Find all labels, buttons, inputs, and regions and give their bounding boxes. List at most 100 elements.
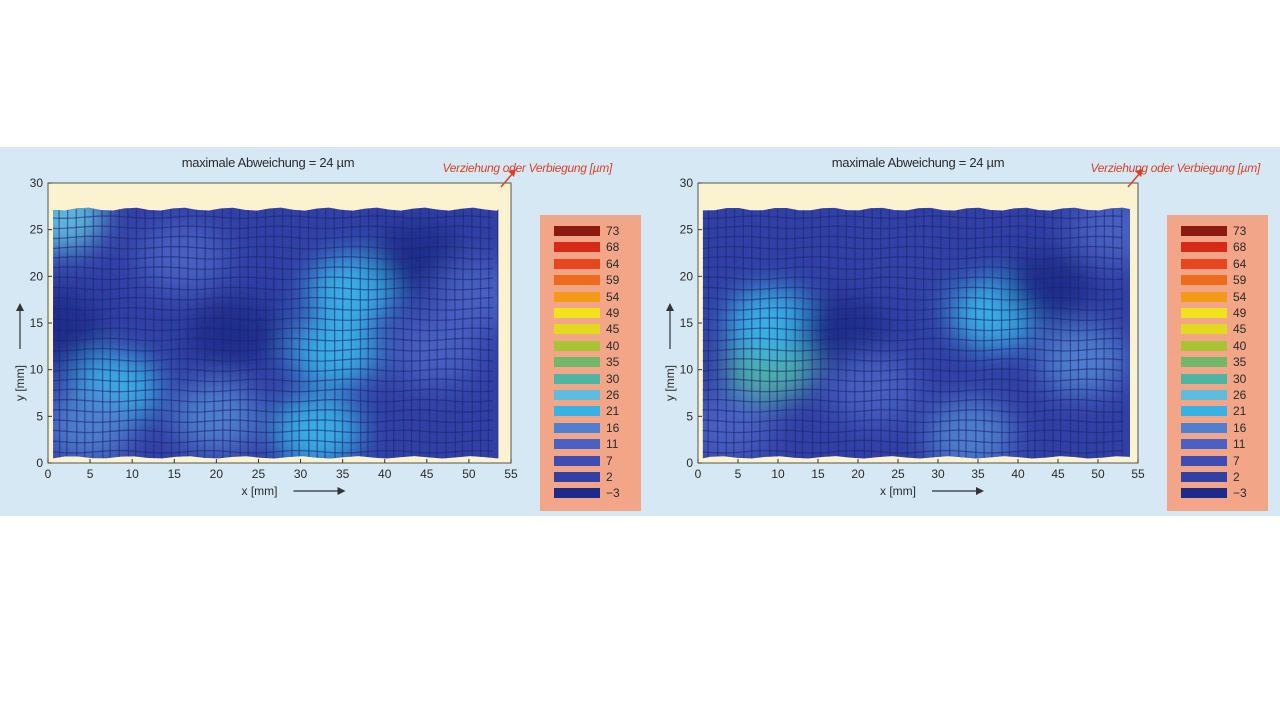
label-pointer xyxy=(1127,172,1141,188)
legend-label: 49 xyxy=(1233,306,1247,320)
legend-label: 11 xyxy=(606,437,619,452)
legend-swatch xyxy=(1181,308,1227,318)
legend-swatch xyxy=(554,406,600,417)
legend-swatch xyxy=(1181,472,1227,482)
surface-region xyxy=(53,291,101,364)
legend-item: 54 xyxy=(1167,289,1268,306)
legend-item: −3 xyxy=(540,485,641,502)
legend-label: 73 xyxy=(606,224,620,238)
surface-mesh xyxy=(53,209,499,459)
legend-item: 68 xyxy=(1167,239,1268,256)
surface-region xyxy=(1070,207,1131,266)
x-tick-label: 0 xyxy=(695,467,702,481)
legend-item: 54 xyxy=(540,289,641,306)
legend-item: 40 xyxy=(540,338,641,355)
x-tick-label: 40 xyxy=(1011,467,1025,481)
legend-swatch xyxy=(554,357,600,368)
y-axis-label: y [mm] xyxy=(663,365,677,401)
legend-item: 40 xyxy=(1167,338,1268,355)
chart-title: maximale Abweichung = 24 µm xyxy=(181,155,355,170)
x-axis-label: x [mm] xyxy=(880,484,916,498)
legend-item: 35 xyxy=(1167,354,1268,371)
legend-swatch xyxy=(1181,488,1227,499)
chart-panel-right: 0 5 10 15 20 25 30 35 40 45 50 55 0 5 10 15 20 25 30 x [mm]… xyxy=(648,147,1280,516)
legend-swatch xyxy=(1181,406,1227,417)
legend-swatch xyxy=(1181,357,1227,368)
surface-region xyxy=(53,207,105,252)
chart-svg: 0 5 10 15 20 25 30 35 40 45 50 55 0 5 10 15 20 25 30 x [mm]… xyxy=(663,169,1145,498)
chart-panel-left: 0 5 10 15 20 25 30 35 40 45 50 55 0 5 10 15 20 25 30 x [mm]… xyxy=(0,147,641,516)
x-tick-label: 15 xyxy=(168,467,182,481)
legend-label: 7 xyxy=(1233,453,1240,468)
x-tick-label: 35 xyxy=(336,467,350,481)
x-tick-label: 25 xyxy=(252,467,266,481)
y-tick-label: 10 xyxy=(30,363,44,377)
legend-swatch xyxy=(554,422,600,433)
x-tick-label: 55 xyxy=(1131,467,1145,481)
legend-label: 59 xyxy=(1233,273,1247,288)
surface-region xyxy=(53,389,135,459)
legend-item: 73 xyxy=(1167,223,1268,240)
colorbar-legend: 73 68 64 59 54 49 45 40 35 30 26 21 16 11 7 2 −3 xyxy=(1167,215,1268,511)
legend-item: 11 xyxy=(540,436,641,453)
legend-label: 21 xyxy=(1233,404,1247,419)
legend-label: 2 xyxy=(1233,470,1240,484)
y-axis-arrowhead xyxy=(666,303,674,311)
x-tick-label: 35 xyxy=(971,467,985,481)
legend-label: 26 xyxy=(606,388,620,402)
y-tick-label: 15 xyxy=(30,316,44,330)
legend-swatch xyxy=(554,308,600,318)
legend-swatch xyxy=(1181,291,1227,302)
legend-item: 16 xyxy=(1167,420,1268,437)
legend-label: 54 xyxy=(1233,289,1247,304)
legend-item: 16 xyxy=(540,420,641,437)
legend-item: 7 xyxy=(1167,453,1268,470)
label-pointer-head xyxy=(1135,169,1143,177)
legend-swatch xyxy=(1181,340,1227,351)
legend-label: 2 xyxy=(606,470,613,484)
y-tick-label: 10 xyxy=(680,363,694,377)
legend-label: 26 xyxy=(1233,388,1247,402)
legend-label: 16 xyxy=(606,420,620,435)
x-tick-label: 25 xyxy=(891,467,905,481)
y-tick-label: 30 xyxy=(680,176,694,190)
legend-label: −3 xyxy=(1233,486,1247,501)
legend-item: 49 xyxy=(1167,305,1268,322)
legend-item: 26 xyxy=(540,387,641,404)
legend-label: 40 xyxy=(1233,338,1247,353)
surface-region xyxy=(172,380,261,453)
legend-item: −3 xyxy=(1167,485,1268,502)
y-tick-label: 5 xyxy=(36,409,43,423)
y-axis-arrowhead xyxy=(16,303,24,311)
x-tick-label: 10 xyxy=(126,467,140,481)
legend-swatch xyxy=(1181,226,1227,236)
legend-label: 21 xyxy=(606,404,620,419)
legend-label: 35 xyxy=(606,355,620,370)
legend-item: 30 xyxy=(1167,371,1268,388)
legend-item: 73 xyxy=(540,223,641,240)
legend-item: 21 xyxy=(1167,403,1268,420)
legend-swatch xyxy=(1181,258,1227,269)
x-tick-label: 55 xyxy=(504,467,518,481)
x-tick-label: 45 xyxy=(420,467,434,481)
legend-swatch xyxy=(554,226,600,236)
surface-map xyxy=(53,207,499,459)
legend-item: 68 xyxy=(540,239,641,256)
legend-label: 45 xyxy=(1233,322,1247,337)
x-tick-label: 5 xyxy=(735,467,742,481)
legend-swatch xyxy=(554,291,600,302)
surface-mesh xyxy=(702,209,1123,459)
legend-label: −3 xyxy=(606,486,620,501)
legend-label: 35 xyxy=(1233,355,1247,370)
legend-swatch xyxy=(1181,275,1227,286)
label-pointer xyxy=(500,172,514,188)
legend-item: 64 xyxy=(1167,256,1268,273)
legend-swatch xyxy=(554,242,600,253)
legend-item: 45 xyxy=(1167,321,1268,338)
x-axis-arrowhead xyxy=(337,487,346,495)
surface-map xyxy=(702,207,1131,459)
legend-item: 35 xyxy=(540,354,641,371)
x-tick-label: 15 xyxy=(811,467,825,481)
x-tick-label: 40 xyxy=(378,467,392,481)
surface-region xyxy=(1006,249,1094,322)
